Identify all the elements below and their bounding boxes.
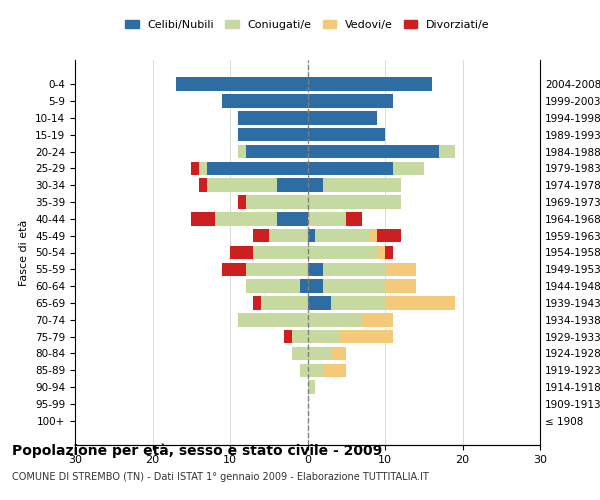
Bar (362, 313, 393, 326)
Bar (370, 229, 377, 242)
Text: Popolazione per età, sesso e stato civile - 2009: Popolazione per età, sesso e stato civil… (12, 444, 382, 458)
Bar (308, 229, 315, 242)
Bar (245, 280, 300, 293)
Bar (385, 262, 416, 276)
Bar (277, 178, 308, 192)
Bar (245, 196, 308, 209)
Bar (253, 229, 269, 242)
Bar (222, 94, 308, 108)
Bar (308, 94, 393, 108)
Bar (308, 246, 377, 259)
Bar (323, 178, 401, 192)
Bar (323, 262, 385, 276)
Bar (331, 296, 385, 310)
Bar (191, 212, 215, 226)
Bar (331, 346, 346, 360)
Bar (269, 229, 308, 242)
Bar (238, 145, 245, 158)
Bar (284, 330, 292, 344)
Bar (308, 78, 431, 91)
Bar (308, 111, 377, 124)
Bar (308, 313, 362, 326)
Legend: Celibi/Nubili, Coniugati/e, Vedovi/e, Divorziati/e: Celibi/Nubili, Coniugati/e, Vedovi/e, Di… (121, 16, 494, 34)
Bar (238, 128, 308, 141)
Bar (308, 364, 323, 377)
Bar (300, 364, 308, 377)
Bar (230, 246, 253, 259)
Bar (261, 296, 308, 310)
Bar (292, 346, 308, 360)
Bar (308, 162, 393, 175)
Bar (222, 262, 245, 276)
Bar (308, 330, 338, 344)
Y-axis label: Fasce di età: Fasce di età (19, 220, 29, 286)
Bar (377, 246, 385, 259)
Bar (215, 212, 277, 226)
Bar (308, 128, 385, 141)
Bar (253, 246, 308, 259)
Bar (308, 145, 439, 158)
Bar (199, 162, 207, 175)
Bar (199, 178, 207, 192)
Bar (207, 178, 277, 192)
Bar (238, 111, 308, 124)
Bar (385, 280, 416, 293)
Bar (308, 380, 315, 394)
Text: COMUNE DI STREMBO (TN) - Dati ISTAT 1° gennaio 2009 - Elaborazione TUTTITALIA.IT: COMUNE DI STREMBO (TN) - Dati ISTAT 1° g… (12, 472, 429, 482)
Bar (385, 296, 455, 310)
Bar (323, 364, 346, 377)
Bar (308, 178, 323, 192)
Bar (439, 145, 455, 158)
Bar (308, 196, 401, 209)
Bar (385, 246, 393, 259)
Bar (308, 212, 346, 226)
Bar (253, 296, 261, 310)
Bar (238, 313, 308, 326)
Bar (315, 229, 370, 242)
Bar (238, 196, 245, 209)
Bar (377, 229, 401, 242)
Bar (308, 280, 323, 293)
Bar (292, 330, 308, 344)
Bar (308, 262, 323, 276)
Bar (323, 280, 385, 293)
Bar (346, 212, 362, 226)
Bar (308, 346, 331, 360)
Bar (245, 145, 308, 158)
Bar (308, 296, 331, 310)
Bar (393, 162, 424, 175)
Bar (176, 78, 308, 91)
Bar (191, 162, 199, 175)
Bar (277, 212, 308, 226)
Bar (338, 330, 393, 344)
Bar (300, 280, 308, 293)
Bar (207, 162, 308, 175)
Bar (245, 262, 308, 276)
